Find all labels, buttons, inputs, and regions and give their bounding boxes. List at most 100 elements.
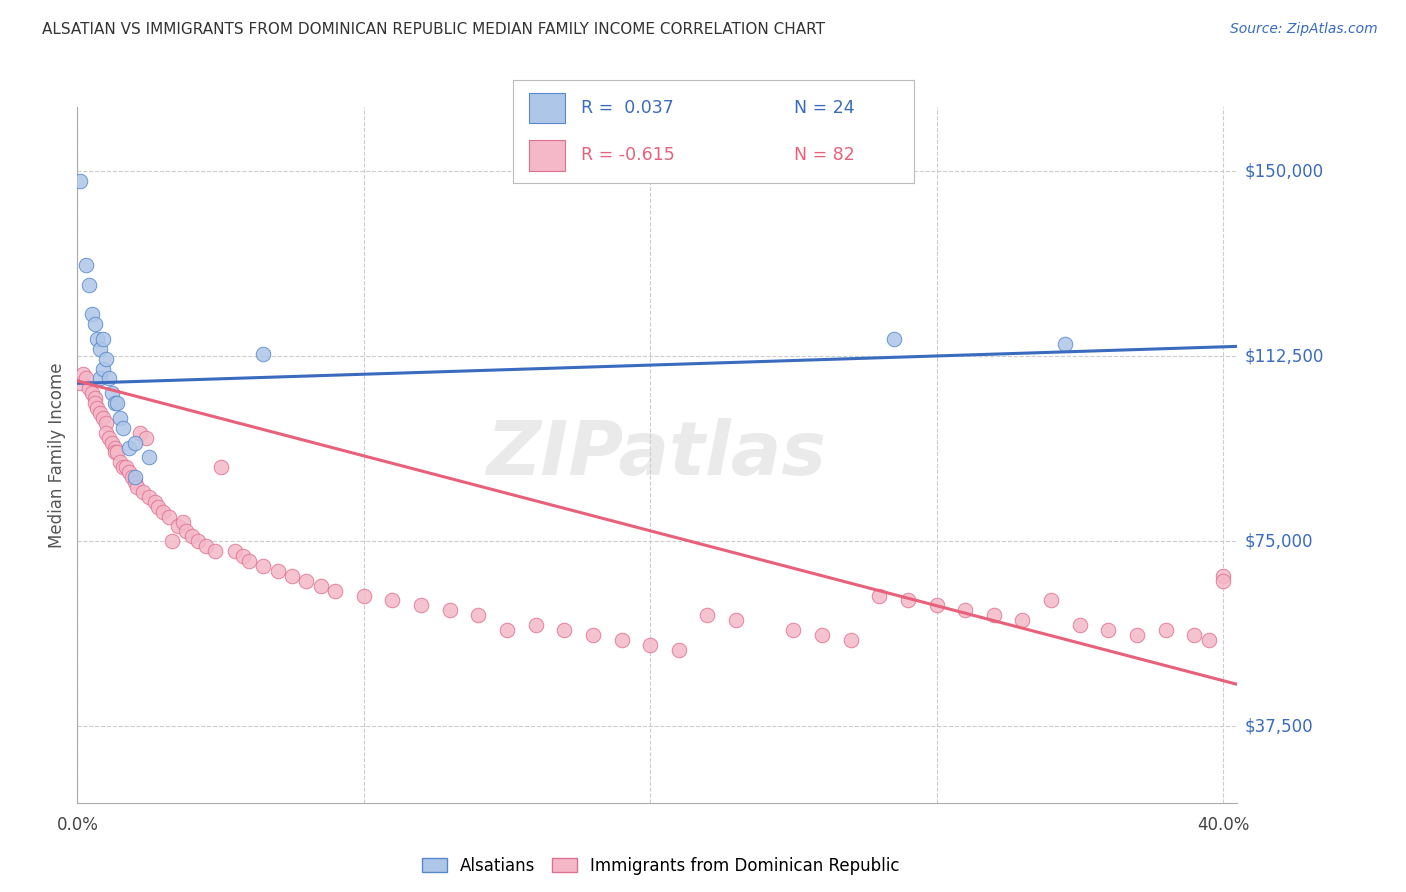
Point: [180, 529, 202, 543]
Point: [1069, 618, 1091, 632]
Point: [204, 544, 226, 558]
Text: ZIPatlas: ZIPatlas: [488, 418, 827, 491]
Point: [1040, 593, 1063, 607]
Point: [174, 524, 197, 539]
Point: [77, 381, 100, 395]
Text: R = -0.615: R = -0.615: [581, 146, 675, 164]
Point: [83, 396, 105, 410]
Point: [524, 618, 547, 632]
Point: [152, 505, 174, 519]
Point: [89, 371, 111, 385]
Point: [118, 441, 141, 455]
Point: [75, 371, 97, 385]
Point: [467, 608, 489, 623]
Point: [91, 332, 114, 346]
Point: [883, 332, 905, 346]
Text: R =  0.037: R = 0.037: [581, 99, 673, 117]
Point: [160, 534, 183, 549]
Text: $150,000: $150,000: [1244, 162, 1323, 180]
Point: [496, 623, 519, 637]
Point: [1212, 569, 1234, 583]
Point: [187, 534, 209, 549]
Point: [725, 613, 748, 627]
Point: [668, 643, 690, 657]
Point: [94, 425, 117, 440]
Point: [77, 277, 100, 292]
Point: [953, 603, 976, 617]
Text: Source: ZipAtlas.com: Source: ZipAtlas.com: [1230, 22, 1378, 37]
Point: [69, 174, 91, 188]
Point: [94, 351, 117, 366]
Point: [1212, 574, 1234, 588]
Point: [100, 435, 122, 450]
Text: N = 82: N = 82: [793, 146, 855, 164]
Point: [110, 455, 132, 469]
Point: [553, 623, 575, 637]
Point: [91, 361, 114, 376]
Point: [112, 460, 135, 475]
Point: [89, 342, 111, 356]
Point: [138, 490, 160, 504]
Point: [91, 411, 114, 425]
Point: [281, 569, 304, 583]
Point: [166, 519, 188, 533]
Point: [309, 579, 332, 593]
Point: [897, 593, 920, 607]
Point: [925, 599, 948, 613]
Text: $112,500: $112,500: [1244, 347, 1323, 365]
Point: [252, 558, 274, 573]
Point: [1011, 613, 1033, 627]
Point: [124, 475, 146, 489]
Bar: [529, 140, 565, 170]
Point: [439, 603, 461, 617]
Point: [638, 638, 661, 652]
Point: [195, 539, 218, 553]
Point: [696, 608, 718, 623]
Point: [295, 574, 318, 588]
Y-axis label: Median Family Income: Median Family Income: [48, 362, 66, 548]
Point: [97, 371, 120, 385]
Point: [323, 583, 346, 598]
Point: [107, 396, 129, 410]
Point: [238, 554, 260, 568]
Point: [129, 425, 152, 440]
Legend: Alsatians, Immigrants from Dominican Republic: Alsatians, Immigrants from Dominican Rep…: [422, 856, 900, 875]
Point: [868, 589, 890, 603]
Point: [80, 307, 103, 321]
Point: [75, 258, 97, 272]
Point: [1126, 628, 1149, 642]
Point: [1054, 337, 1077, 351]
Text: N = 24: N = 24: [793, 99, 855, 117]
Point: [138, 450, 160, 465]
Bar: [529, 93, 565, 123]
Point: [103, 396, 125, 410]
Point: [121, 470, 143, 484]
Point: [157, 509, 180, 524]
Point: [86, 401, 108, 415]
Point: [409, 599, 432, 613]
Point: [124, 470, 146, 484]
Point: [782, 623, 804, 637]
Point: [381, 593, 404, 607]
Text: $75,000: $75,000: [1244, 533, 1313, 550]
Point: [811, 628, 834, 642]
Point: [103, 441, 125, 455]
Point: [232, 549, 254, 563]
Point: [118, 465, 141, 479]
Point: [224, 544, 246, 558]
Point: [1182, 628, 1205, 642]
Point: [127, 480, 149, 494]
Text: ALSATIAN VS IMMIGRANTS FROM DOMINICAN REPUBLIC MEDIAN FAMILY INCOME CORRELATION : ALSATIAN VS IMMIGRANTS FROM DOMINICAN RE…: [42, 22, 825, 37]
Point: [1097, 623, 1119, 637]
Point: [132, 484, 155, 499]
Point: [582, 628, 605, 642]
Point: [209, 460, 232, 475]
Point: [94, 416, 117, 430]
Point: [72, 367, 94, 381]
Point: [172, 515, 194, 529]
Point: [1198, 632, 1220, 647]
Point: [135, 431, 157, 445]
Point: [69, 376, 91, 391]
Point: [103, 445, 125, 459]
Point: [1154, 623, 1177, 637]
